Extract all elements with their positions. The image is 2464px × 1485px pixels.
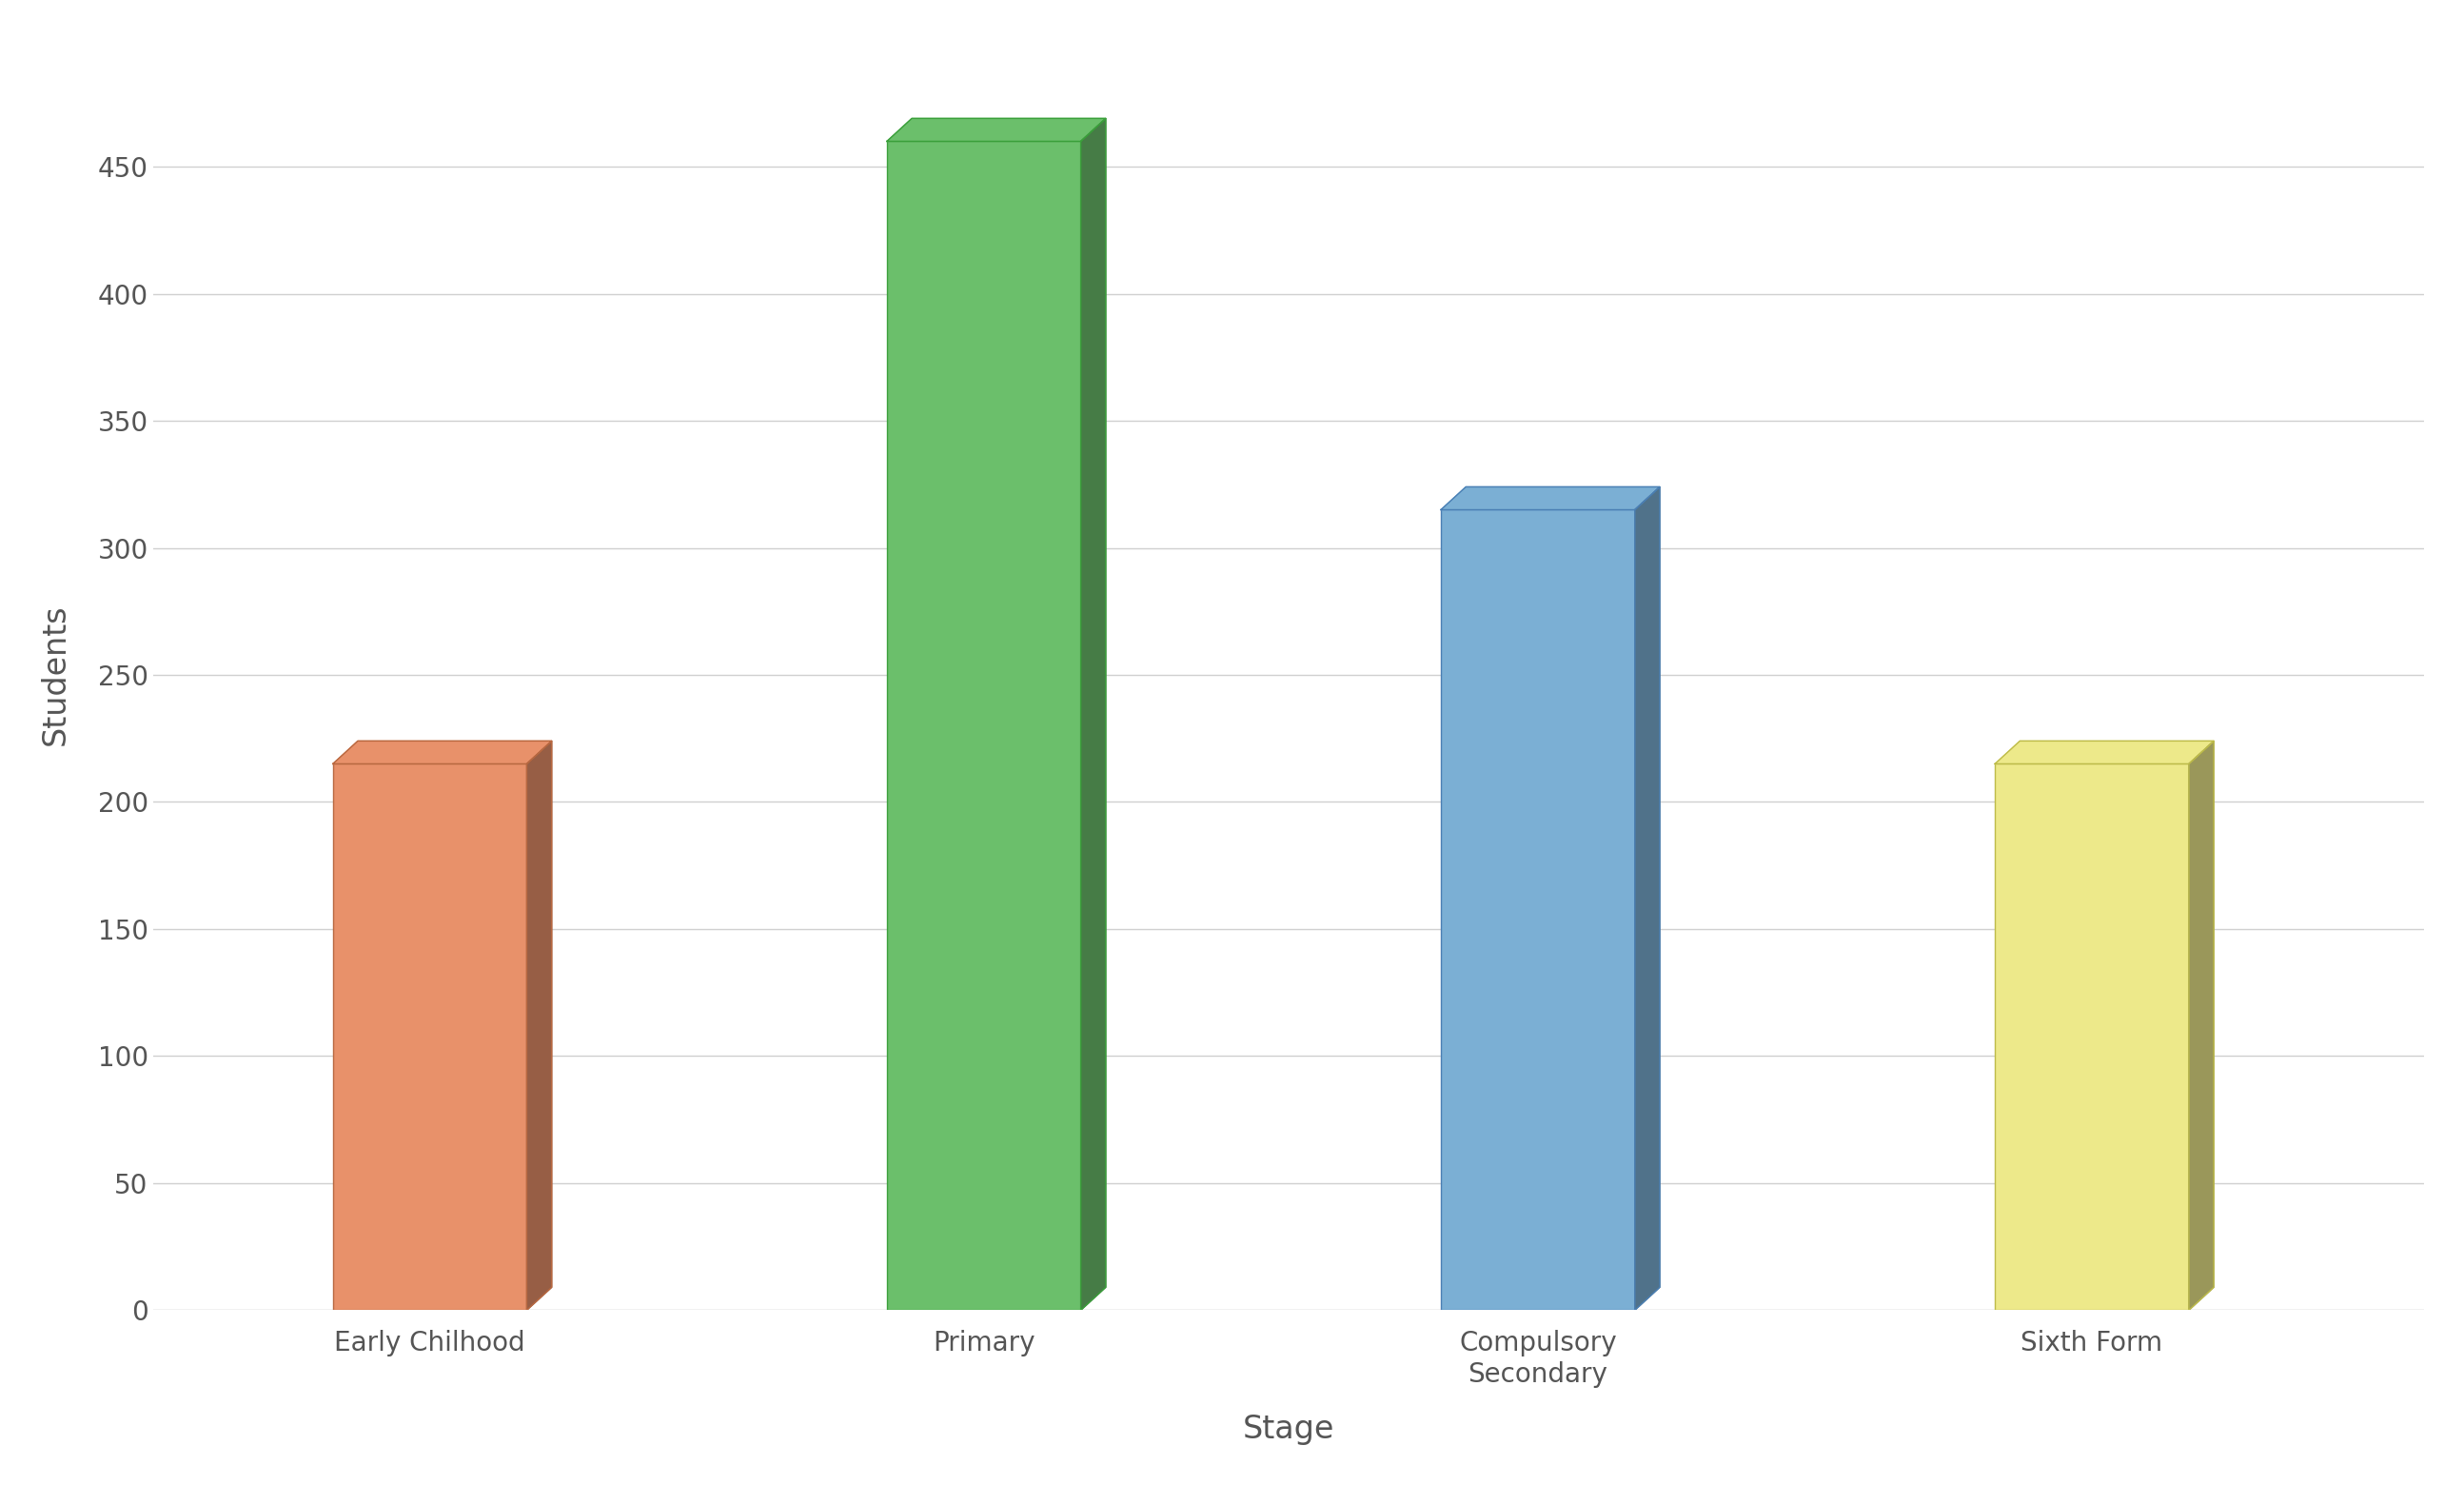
Polygon shape — [1996, 741, 2213, 763]
Polygon shape — [2188, 741, 2213, 1310]
Polygon shape — [333, 741, 552, 763]
Polygon shape — [1634, 487, 1661, 1310]
X-axis label: Stage: Stage — [1242, 1414, 1335, 1445]
Polygon shape — [527, 741, 552, 1310]
Bar — [1441, 509, 1634, 1310]
Bar — [887, 141, 1082, 1310]
Bar — [333, 763, 527, 1310]
Polygon shape — [1082, 119, 1106, 1310]
Polygon shape — [887, 119, 1106, 141]
Polygon shape — [1441, 487, 1661, 509]
Y-axis label: Students: Students — [39, 604, 71, 745]
Bar — [1996, 763, 2188, 1310]
